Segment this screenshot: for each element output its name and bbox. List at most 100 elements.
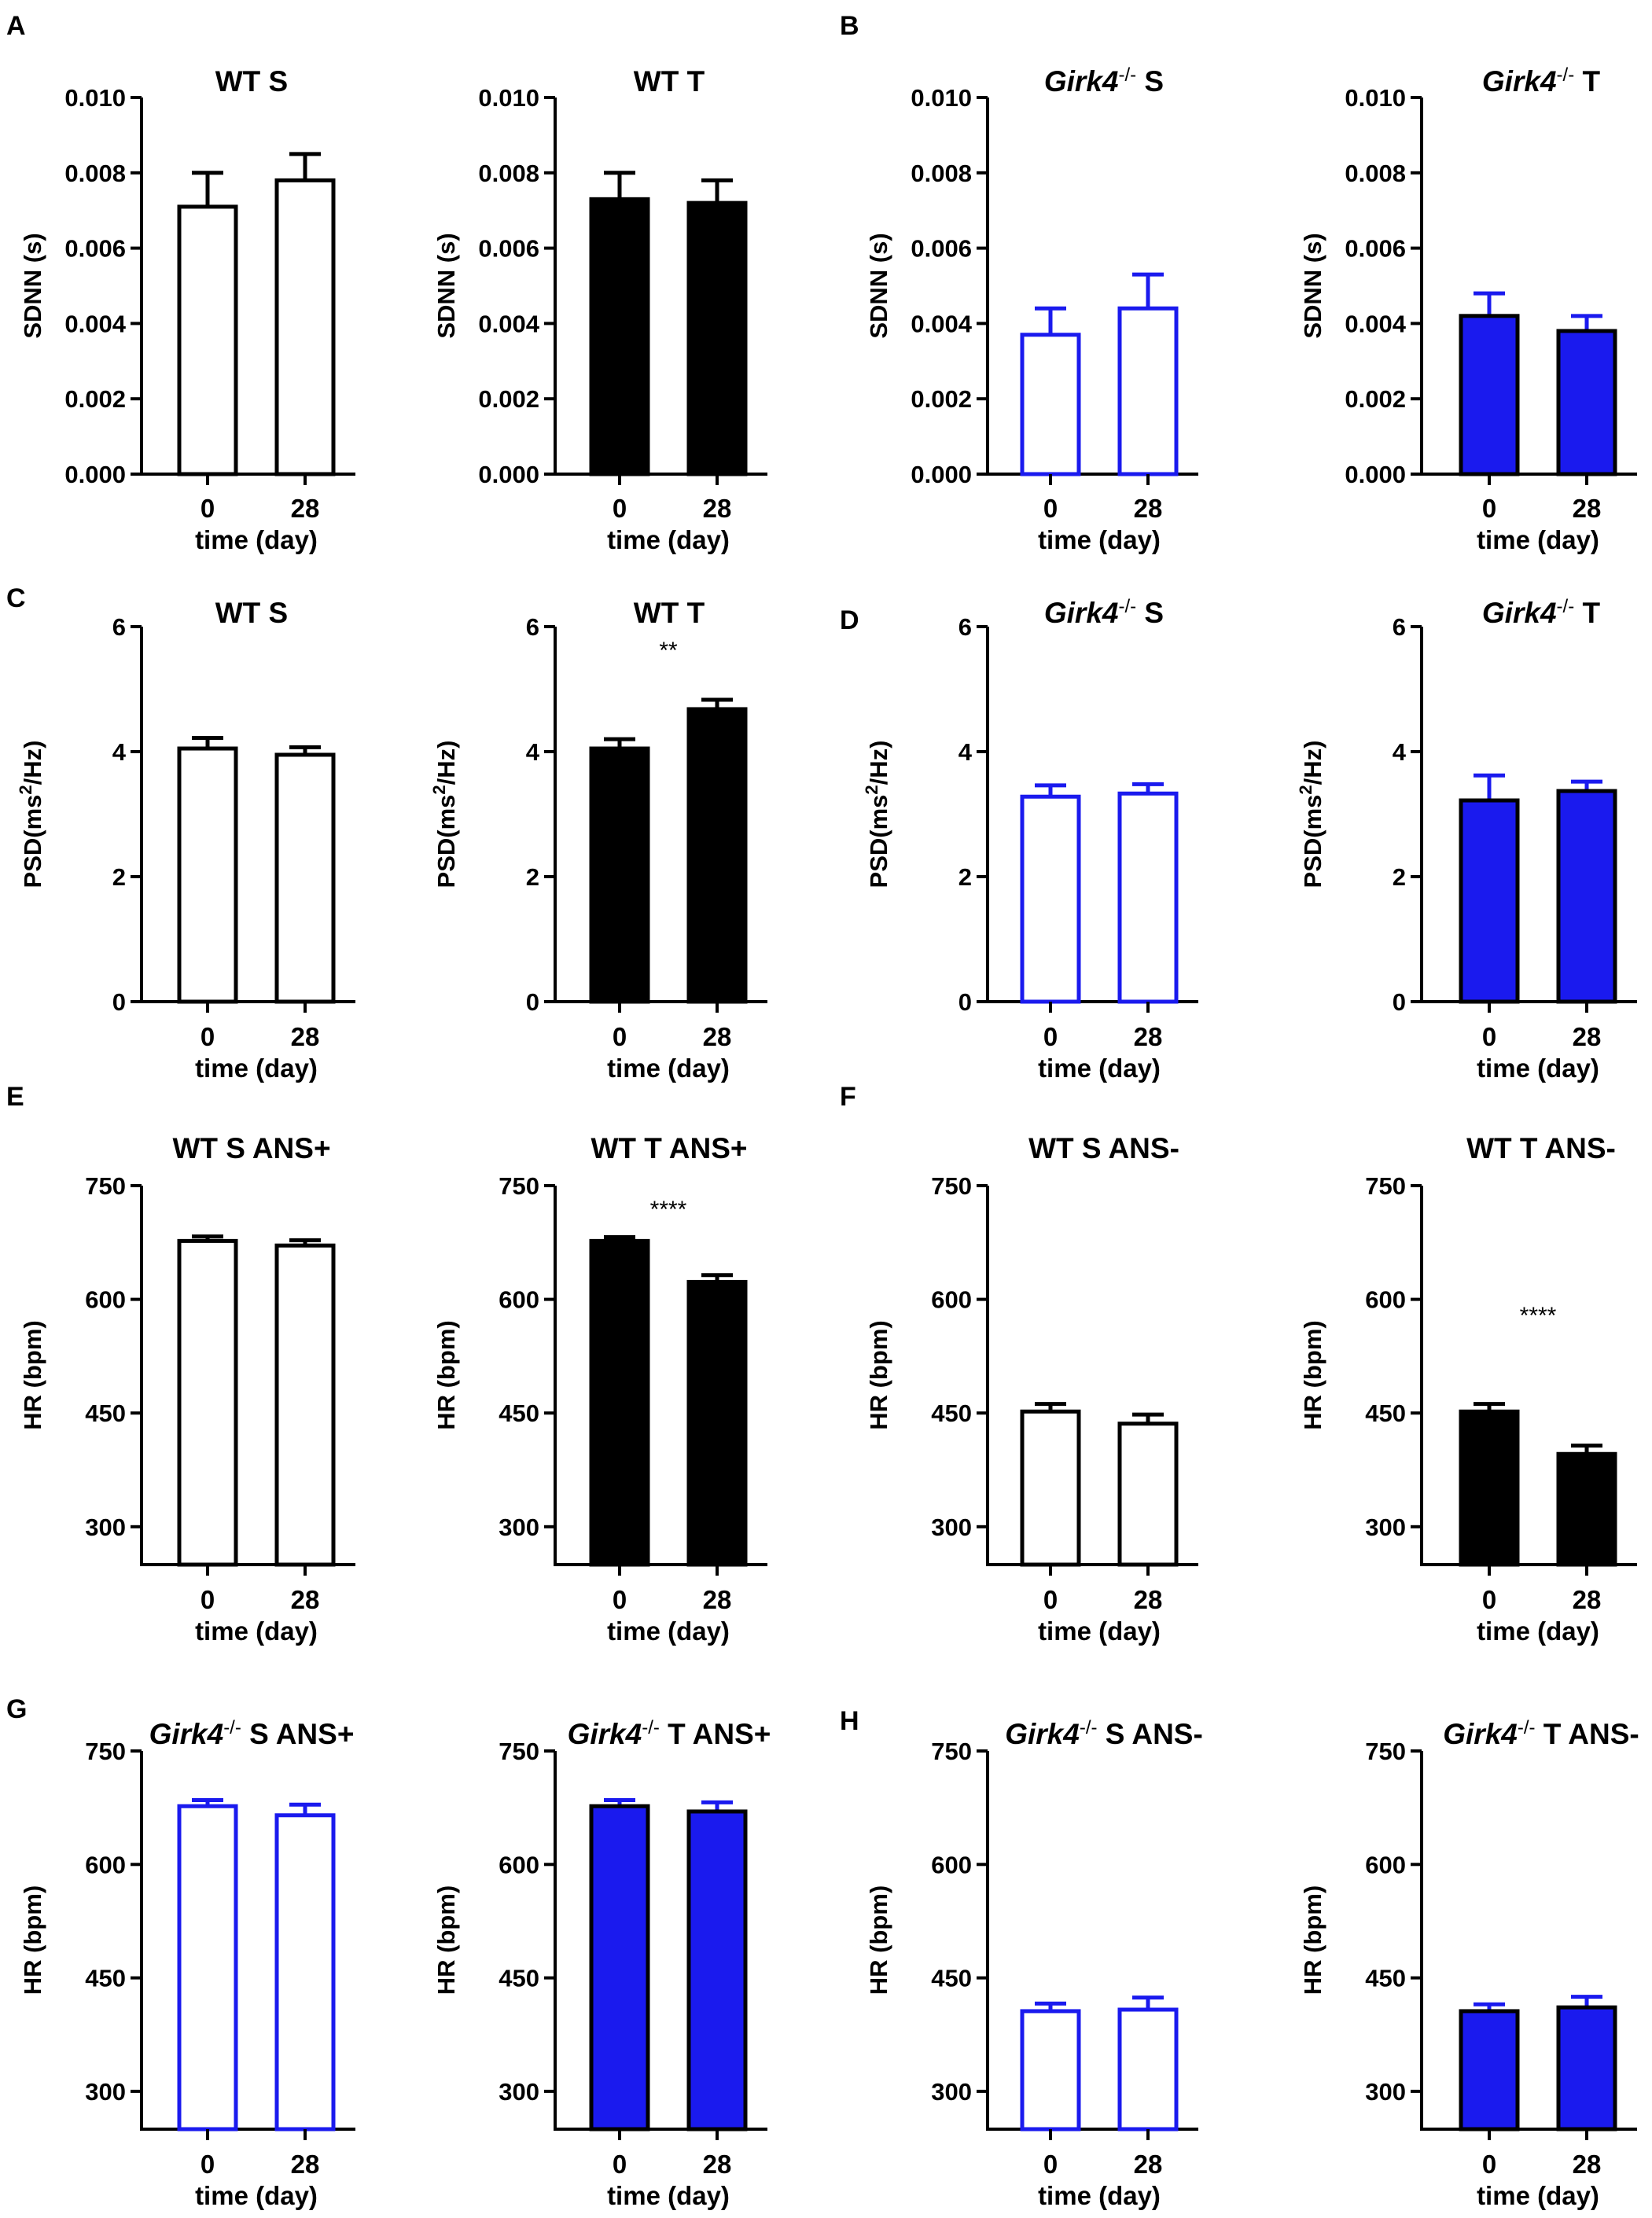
bar-28 (274, 178, 336, 476)
x-axis-label: time (day) (195, 1054, 318, 1083)
y-tick-label: 450 (1365, 1965, 1406, 1992)
y-tick-label: 0.002 (1345, 385, 1406, 413)
y-tick-label: 0.010 (478, 84, 539, 112)
y-tick-label: 6 (1393, 613, 1406, 641)
y-axis-label: HR (bpm) (432, 1885, 460, 1995)
y-tick-label: 750 (85, 1172, 126, 1200)
y-tick-label: 0 (526, 988, 539, 1016)
y-tick-label: 0.004 (64, 310, 126, 337)
x-tick-label: 0 (1043, 494, 1058, 523)
y-axis-label: PSD(ms2/Hz) (429, 741, 461, 888)
panel-letter-B: B (840, 11, 859, 41)
x-tick-label: 28 (703, 1585, 732, 1614)
y-tick-label: 0.004 (911, 310, 972, 337)
panel-letter-E: E (6, 1082, 24, 1112)
y-axis-label: SDNN (s) (865, 233, 892, 338)
bar-0 (589, 746, 650, 1004)
x-tick-label: 28 (703, 2150, 732, 2179)
y-tick-label: 0.002 (64, 385, 126, 413)
x-tick-label: 0 (1482, 1585, 1496, 1614)
significance-marker: ** (659, 638, 678, 664)
y-tick-label: 600 (499, 1286, 539, 1314)
y-tick-label: 4 (958, 738, 973, 766)
y-tick-label: 450 (931, 1965, 972, 1992)
y-tick-label: 4 (112, 738, 127, 766)
chart-panel-10: 300 450 600 750 0 28 time (day) HR (bpm) WT T AN… (432, 1132, 767, 1646)
y-tick-label: 2 (526, 863, 539, 891)
y-tick-label: 450 (499, 1965, 539, 1992)
y-tick-label: 300 (85, 2078, 126, 2106)
x-tick-label: 0 (613, 494, 627, 523)
y-tick-label: 0.002 (911, 385, 972, 413)
panel-letter-C: C (6, 583, 26, 613)
bar-0 (1459, 798, 1520, 1004)
x-tick-label: 28 (1573, 2150, 1602, 2179)
y-axis-label: SDNN (s) (19, 233, 46, 338)
y-tick-label: 600 (85, 1286, 126, 1314)
chart-title: WT T ANS- (1466, 1132, 1616, 1164)
x-tick-label: 28 (1134, 1022, 1163, 1051)
bar-28 (274, 752, 336, 1004)
y-tick-label: 300 (1365, 2078, 1406, 2106)
x-axis-label: time (day) (607, 1617, 730, 1646)
x-tick-label: 28 (291, 494, 320, 523)
x-tick-label: 28 (1134, 2150, 1163, 2179)
y-tick-label: 450 (931, 1400, 972, 1427)
x-axis-label: time (day) (607, 525, 730, 554)
y-tick-label: 0.010 (1345, 84, 1406, 112)
y-axis-label: HR (bpm) (865, 1885, 892, 1995)
y-axis-label: SDNN (s) (432, 233, 460, 338)
bar-0 (589, 1238, 650, 1567)
y-tick-label: 750 (1365, 1172, 1406, 1200)
bar-0 (589, 1804, 650, 2132)
chart-title: Girk4-/- T ANS- (1443, 1717, 1639, 1751)
bar-0 (1020, 794, 1081, 1004)
y-tick-label: 750 (931, 1172, 972, 1200)
y-tick-label: 300 (931, 2078, 972, 2106)
y-tick-label: 0 (112, 988, 126, 1016)
y-tick-label: 0.010 (911, 84, 972, 112)
y-tick-label: 450 (85, 1400, 126, 1427)
y-tick-label: 0.004 (1345, 310, 1406, 337)
y-tick-label: 0.008 (478, 160, 539, 187)
significance-marker: **** (650, 1197, 687, 1223)
y-axis-label: HR (bpm) (865, 1320, 892, 1429)
y-tick-label: 6 (958, 613, 972, 641)
x-tick-label: 28 (703, 1022, 732, 1051)
y-tick-label: 300 (1365, 1514, 1406, 1541)
y-tick-label: 0.000 (478, 461, 539, 488)
y-axis-label: SDNN (s) (1299, 233, 1326, 338)
bar-28 (686, 707, 748, 1004)
y-tick-label: 300 (931, 1514, 972, 1541)
chart-title: WT T (634, 65, 705, 97)
y-axis-label: PSD(ms2/Hz) (862, 741, 893, 888)
x-tick-label: 0 (613, 1022, 627, 1051)
chart-title: Girk4-/- S (1044, 596, 1164, 630)
x-tick-label: 0 (201, 1585, 215, 1614)
y-tick-label: 750 (85, 1738, 126, 1765)
x-axis-label: time (day) (1038, 2181, 1161, 2210)
bar-28 (686, 1809, 748, 2132)
bar-0 (177, 1804, 238, 2132)
y-tick-label: 300 (85, 1514, 126, 1541)
x-tick-label: 28 (1573, 1022, 1602, 1051)
y-tick-label: 2 (1393, 863, 1406, 891)
chart-panel-7: 0 2 4 6 0 28 time (day) PSD(ms2/Hz) Girk4-/- S (862, 596, 1198, 1083)
bar-28 (1117, 791, 1179, 1004)
chart-title: Girk4-/- T ANS+ (568, 1717, 771, 1751)
x-axis-label: time (day) (1477, 1617, 1599, 1646)
x-tick-label: 0 (1482, 494, 1496, 523)
chart-title: WT T ANS+ (591, 1132, 747, 1164)
bar-28 (1117, 306, 1179, 476)
bar-0 (1459, 2009, 1520, 2132)
y-tick-label: 0.006 (64, 235, 126, 263)
panel-letter-A: A (6, 11, 26, 41)
chart-panel-5: 0 2 4 6 0 28 time (day) PSD(ms2/Hz) WT S (16, 597, 355, 1083)
